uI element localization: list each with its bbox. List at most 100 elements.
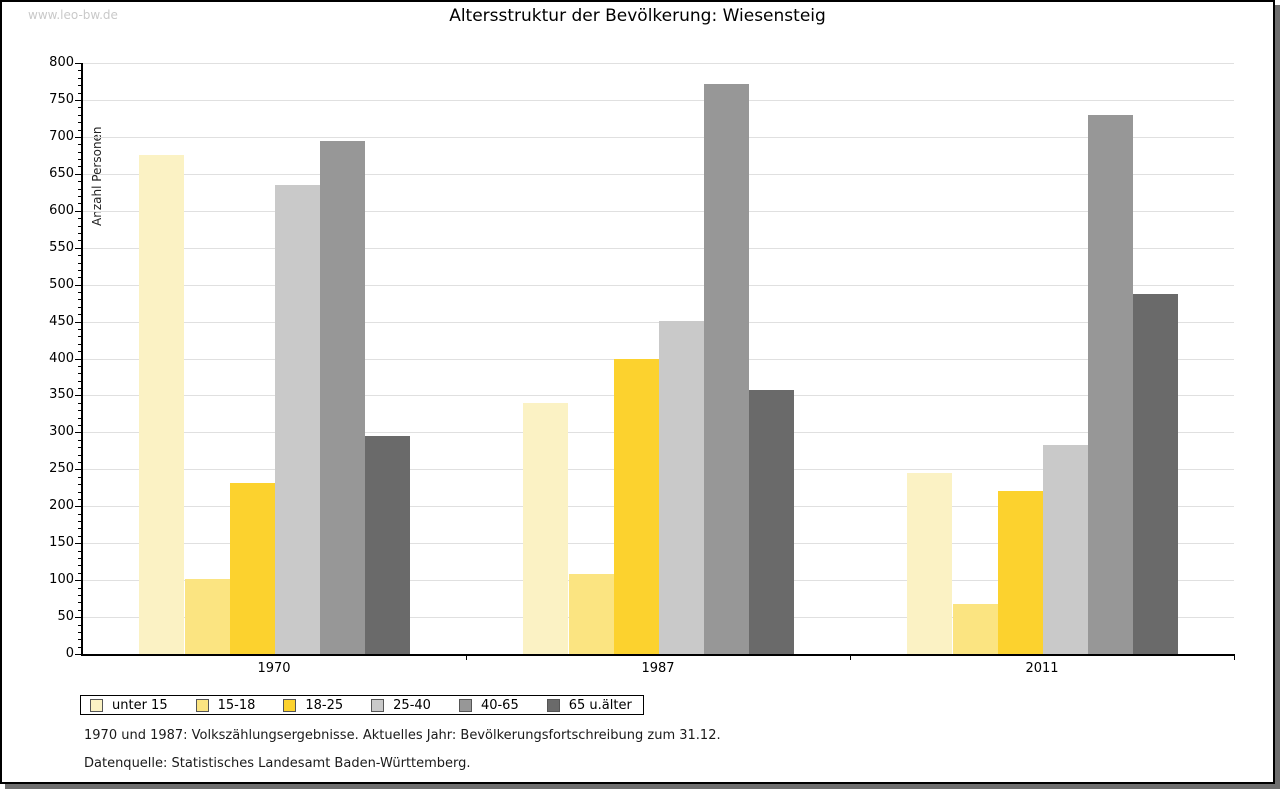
bar-2011-15-18: [952, 603, 998, 654]
y-minor-tick: [78, 513, 82, 515]
y-tick-label: 300: [49, 424, 74, 440]
y-minor-tick: [78, 631, 82, 633]
y-tick-label: 800: [49, 55, 74, 70]
plot-area: Anzahl Personen 0 50 100 150 200 250 300 350 400…: [49, 55, 1235, 676]
legend-swatch-icon: [283, 698, 297, 712]
y-minor-tick: [78, 425, 82, 426]
gridline: [83, 99, 1234, 101]
gridline: [83, 63, 1234, 64]
y-minor-tick: [78, 484, 82, 486]
y-major-tick: [75, 136, 82, 138]
y-minor-tick: [78, 365, 82, 367]
y-minor-tick: [78, 521, 82, 522]
y-tick-label: 350: [49, 387, 74, 403]
y-minor-tick: [78, 624, 82, 626]
x-axis-tick: [850, 655, 851, 660]
bar-1970-40-65: [320, 140, 366, 654]
y-minor-tick: [78, 129, 82, 131]
legend-item: 65 u.älter: [546, 697, 632, 713]
y-major-tick: [75, 506, 82, 508]
y-minor-tick: [78, 639, 82, 641]
y-minor-tick: [78, 373, 82, 375]
y-minor-tick: [78, 565, 82, 567]
y-minor-tick: [78, 314, 82, 316]
watermark: www.leo-bw.de: [28, 8, 118, 22]
y-major-tick: [75, 247, 82, 249]
y-minor-tick: [78, 587, 82, 589]
y-tick-label: 150: [49, 535, 74, 551]
legend-label: 25-40: [393, 697, 431, 713]
y-tick-label: 200: [49, 498, 74, 514]
y-tick-label: 50: [57, 609, 74, 625]
x-axis-tick: [466, 655, 467, 660]
y-minor-tick: [78, 528, 82, 530]
legend-label: 65 u.älter: [568, 697, 632, 713]
y-major-tick: [75, 173, 82, 175]
y-major-tick: [75, 210, 82, 212]
legend-item: 40-65: [458, 698, 519, 713]
legend-swatch-icon: [546, 698, 560, 712]
y-minor-tick: [78, 85, 82, 87]
legend-swatch-icon: [371, 698, 385, 712]
x-category-label: 1987: [641, 661, 675, 676]
y-minor-tick: [78, 232, 82, 234]
y-minor-tick: [78, 388, 82, 390]
y-minor-tick: [78, 225, 82, 227]
y-minor-tick: [78, 535, 82, 537]
y-minor-tick: [78, 558, 82, 559]
y-major-tick: [75, 63, 82, 64]
y-major-tick: [75, 99, 82, 101]
bar-1970-25-40: [274, 184, 321, 654]
y-minor-tick: [78, 159, 82, 160]
x-category-label: 2011: [1025, 661, 1059, 676]
y-minor-tick: [78, 550, 82, 552]
y-major-tick: [75, 654, 82, 655]
y-major-tick: [75, 432, 82, 434]
x-axis-tick: [1234, 655, 1235, 660]
y-tick-label: 250: [49, 461, 74, 477]
y-minor-tick: [78, 646, 82, 648]
legend-label: 15-18: [217, 697, 256, 713]
bar-1987-15-18: [568, 574, 614, 654]
y-major-tick: [75, 284, 82, 286]
y-axis-line: [81, 63, 83, 655]
y-minor-tick: [78, 402, 82, 404]
bar-1970-unter-15: [139, 155, 185, 654]
y-major-tick: [75, 321, 82, 323]
legend-item: 15-18: [195, 697, 256, 713]
y-minor-tick: [78, 277, 82, 279]
y-tick-label: 700: [49, 128, 74, 144]
y-minor-tick: [78, 351, 82, 353]
y-tick-label: 750: [49, 91, 74, 107]
y-major-tick: [75, 543, 82, 545]
y-minor-tick: [78, 114, 82, 116]
bar-1987-18-25: [613, 358, 659, 654]
y-tick-label: 650: [49, 165, 74, 181]
bar-2011-40-65: [1088, 114, 1134, 654]
y-minor-tick: [78, 491, 82, 493]
bar-2011-unter-15: [907, 473, 953, 654]
y-major-tick: [75, 469, 82, 471]
y-minor-tick: [78, 218, 82, 220]
bar-1987-25-40: [658, 320, 705, 654]
x-category-label: 1970: [257, 661, 291, 676]
y-minor-tick: [78, 380, 82, 382]
y-minor-tick: [78, 609, 82, 611]
y-minor-tick: [78, 144, 82, 146]
y-minor-tick: [78, 262, 82, 264]
y-minor-tick: [78, 151, 82, 153]
y-minor-tick: [78, 328, 82, 330]
y-major-tick: [75, 617, 82, 619]
y-minor-tick: [78, 602, 82, 604]
legend-swatch-icon: [90, 698, 103, 712]
y-tick-label: 500: [49, 276, 74, 292]
y-minor-tick: [78, 166, 82, 168]
y-minor-tick: [78, 77, 82, 79]
legend-item: unter 15: [90, 698, 168, 713]
y-major-tick: [75, 395, 82, 397]
y-tick-label: 600: [49, 202, 74, 218]
y-minor-tick: [78, 476, 82, 478]
y-minor-tick: [78, 447, 82, 449]
